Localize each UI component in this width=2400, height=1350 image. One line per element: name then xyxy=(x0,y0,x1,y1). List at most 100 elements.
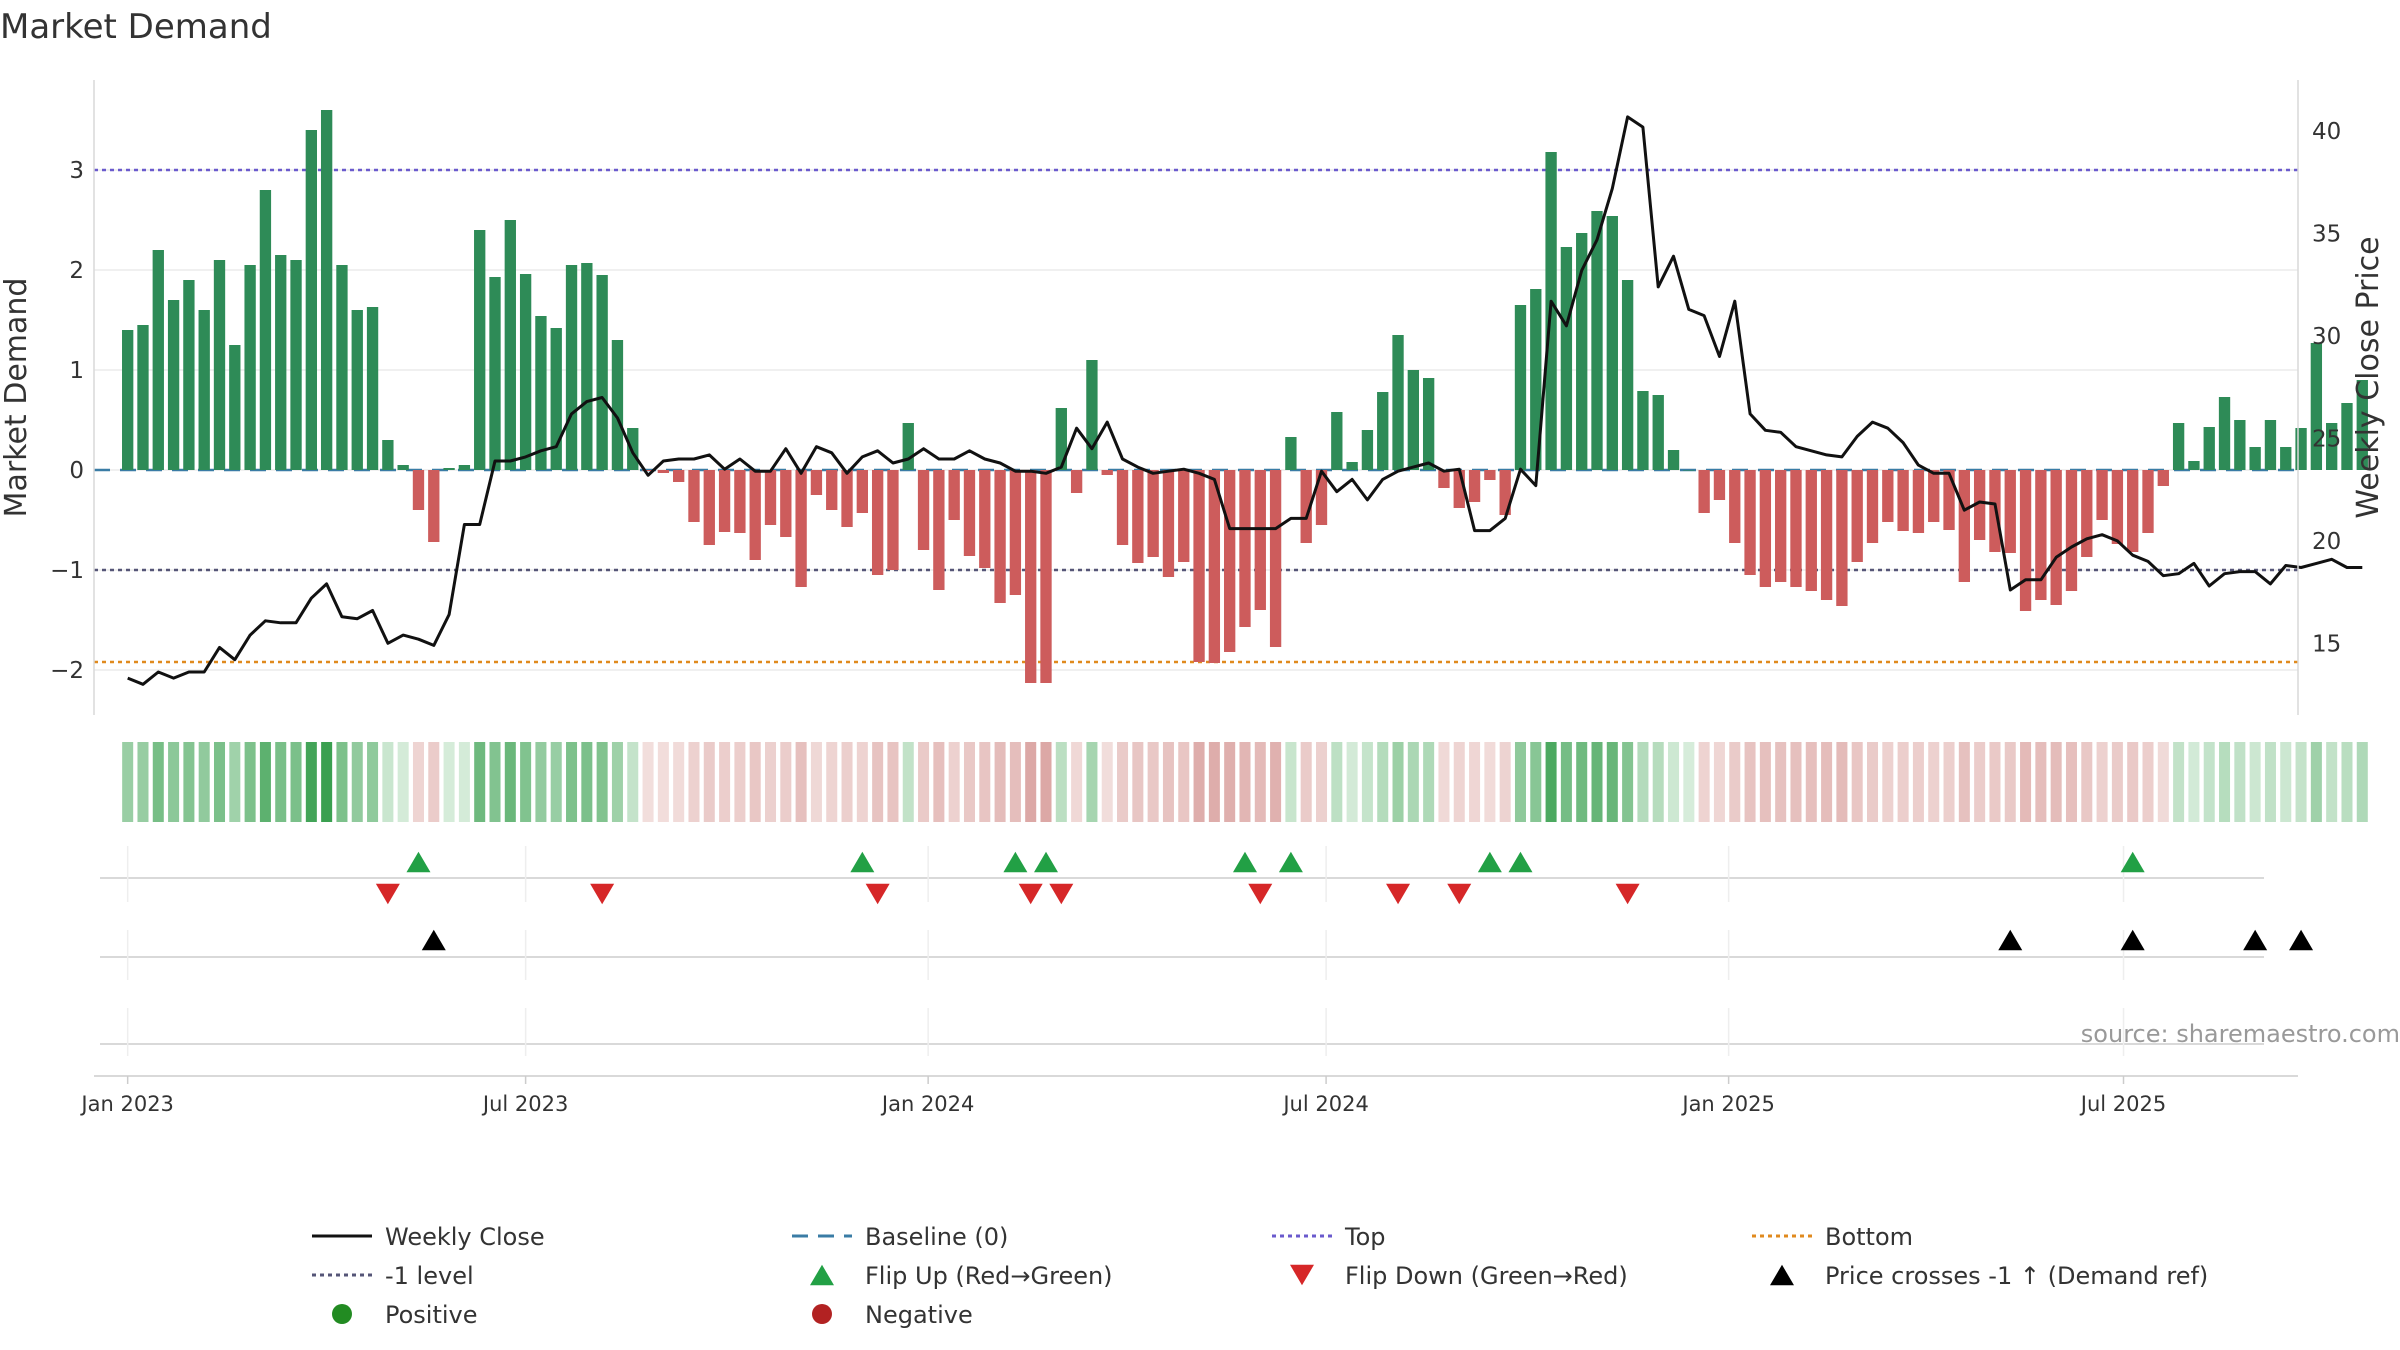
heat-cell xyxy=(275,742,287,822)
bar-negative xyxy=(428,470,440,542)
heat-cell xyxy=(1989,742,2001,822)
bar-positive xyxy=(397,465,409,470)
y2-tick-label: 20 xyxy=(2312,529,2341,555)
bar-positive xyxy=(1422,378,1435,470)
bar-positive xyxy=(198,310,210,470)
bar-positive xyxy=(1606,216,1618,470)
y2-tick-label: 25 xyxy=(2312,426,2341,452)
heat-cell xyxy=(152,742,164,822)
heat-cell xyxy=(2356,742,2368,822)
heat-cell xyxy=(198,742,210,822)
flip-down-marker xyxy=(1447,883,1472,905)
heat-cell xyxy=(1514,742,1526,822)
bar-positive xyxy=(474,230,486,470)
flip-down-marker xyxy=(1248,883,1273,905)
legend-marker-positive xyxy=(332,1304,352,1324)
heat-cell xyxy=(458,742,470,822)
heat-cell xyxy=(1071,742,1083,822)
heat-cell xyxy=(1438,742,1450,822)
heat-cell xyxy=(1101,742,1113,822)
bar-positive xyxy=(1086,360,1098,470)
heat-cell xyxy=(1668,742,1680,822)
flip-up-marker xyxy=(2120,851,2145,873)
heat-cell xyxy=(780,742,792,822)
heat-cell xyxy=(642,742,654,822)
bar-negative xyxy=(933,470,945,590)
heat-cell xyxy=(2142,742,2154,822)
heat-cell xyxy=(1897,742,1909,822)
bar-negative xyxy=(1025,470,1037,683)
heat-cell xyxy=(2188,742,2200,822)
heat-cell xyxy=(1193,742,1205,822)
bar-negative xyxy=(1928,470,1940,522)
bar-negative xyxy=(1851,470,1863,562)
heat-cell xyxy=(382,742,394,822)
legend-label: Positive xyxy=(385,1301,478,1329)
flip-up-marker xyxy=(1508,851,1533,873)
bar-positive xyxy=(2356,380,2368,470)
heat-cell xyxy=(1560,742,1572,822)
heat-cell xyxy=(2157,742,2169,822)
source-credit: source: sharemaestro.com xyxy=(2081,1020,2400,1048)
heat-cell xyxy=(994,742,1006,822)
heat-cell xyxy=(1713,742,1725,822)
bar-positive xyxy=(1514,305,1527,470)
heat-cell xyxy=(703,742,715,822)
heat-cell xyxy=(673,742,685,822)
y-tick-label: 2 xyxy=(69,258,84,284)
bar-negative xyxy=(1912,470,1925,533)
flip-up-marker xyxy=(1278,851,1303,873)
heat-cell xyxy=(1652,742,1664,822)
bar-positive xyxy=(2280,447,2292,470)
bar-negative xyxy=(1973,470,1986,540)
legend-label: Negative xyxy=(865,1301,973,1329)
bar-negative xyxy=(2035,470,2047,600)
x-tick-label: Jul 2023 xyxy=(481,1092,568,1116)
bar-negative xyxy=(1698,470,1710,513)
heat-cell xyxy=(489,742,501,822)
bar-negative xyxy=(1208,470,1221,663)
bar-negative xyxy=(841,470,853,527)
y2-axis-title: Weekly Close Price xyxy=(2351,236,2386,518)
bar-negative xyxy=(1300,470,1312,543)
bar-negative xyxy=(749,470,761,560)
heat-cell xyxy=(1606,742,1618,822)
bar-positive xyxy=(2264,420,2277,470)
heat-cell xyxy=(2203,742,2215,822)
bar-negative xyxy=(1147,470,1159,557)
bar-negative xyxy=(1866,470,1879,543)
heat-cell xyxy=(2341,742,2353,822)
heat-cell xyxy=(902,742,914,822)
heat-cell xyxy=(1009,742,1021,822)
legend-label: Top xyxy=(1344,1223,1386,1251)
heat-cell xyxy=(535,742,547,822)
flip-down-marker xyxy=(375,883,400,905)
x-tick-label: Jan 2025 xyxy=(1680,1092,1775,1116)
legend-item: Negative xyxy=(812,1301,973,1329)
heat-cell xyxy=(1224,742,1236,822)
bar-negative xyxy=(780,470,792,537)
bar-positive xyxy=(1055,408,1067,470)
heat-cell xyxy=(918,742,930,822)
bar-positive xyxy=(535,316,547,470)
heat-cell xyxy=(1055,742,1067,822)
bar-negative xyxy=(1193,470,1205,662)
bar-negative xyxy=(826,470,838,510)
heat-cell xyxy=(688,742,700,822)
heat-cell xyxy=(305,742,317,822)
price-line-layer xyxy=(127,115,2363,686)
bar-positive xyxy=(1683,470,1695,471)
heat-cell xyxy=(1530,742,1542,822)
signal-markers xyxy=(375,851,2314,951)
heat-cell xyxy=(1025,742,1037,822)
y-tick-label: −2 xyxy=(50,658,84,684)
chart-title: Market Demand xyxy=(0,7,272,47)
heat-cell xyxy=(2280,742,2292,822)
bar-negative xyxy=(2019,470,2032,611)
flip-down-marker xyxy=(865,883,890,905)
heat-cell xyxy=(1300,742,1312,822)
bar-negative xyxy=(1101,470,1113,475)
bar-negative xyxy=(1224,470,1236,652)
heat-cell xyxy=(1453,742,1465,822)
